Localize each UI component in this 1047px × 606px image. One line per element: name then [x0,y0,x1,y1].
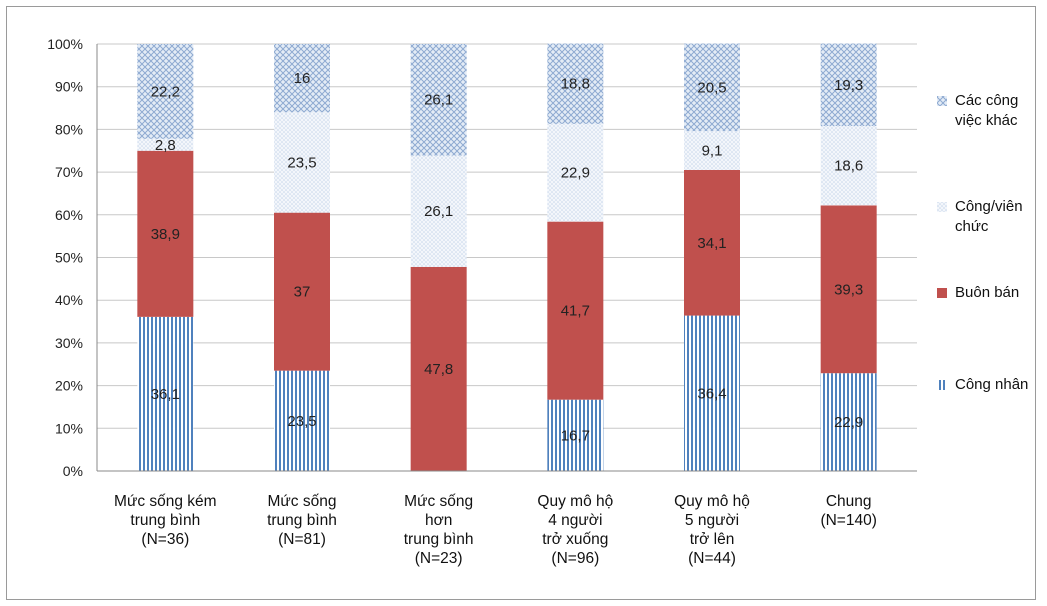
data-label: 22,9 [834,414,863,431]
legend-label: chức [955,218,989,235]
data-label: 16,7 [561,427,590,444]
x-category-label: trung bình [267,512,337,529]
y-tick-label: 40% [55,292,83,308]
bar-segment [547,43,604,124]
x-category-label: (N=81) [278,531,326,548]
legend: Các công việc khác Công/viên chức Buôn bán Cô… [937,92,1028,393]
data-label: 19,3 [834,77,863,94]
data-label: 37 [294,284,311,301]
data-label: 34,1 [697,235,726,252]
data-label: 23,5 [287,413,316,430]
y-tick-label: 0% [63,463,83,479]
data-label: 41,7 [561,303,590,320]
legend-label: Công/viên [955,198,1023,215]
bar-segment [547,399,604,471]
bar-segment [820,125,877,206]
legend-swatch [937,96,947,106]
y-tick-label: 70% [55,164,83,180]
x-category-label: trở lên [690,531,735,548]
legend-swatch [937,288,947,298]
x-category-label: trung bình [130,512,200,529]
legend-label: Buôn bán [955,284,1019,301]
y-tick-label: 20% [55,378,83,394]
x-category-label: Mức sống [404,493,473,510]
bar-segment [684,43,740,132]
legend-swatch [937,202,947,212]
legend-label: việc khác [955,112,1018,129]
bar-segment [137,138,194,151]
legend-label: Công nhân [955,376,1028,393]
data-label: 26,1 [424,92,453,109]
x-category-label: Chung [826,493,872,510]
data-label: 18,6 [834,158,863,175]
x-axis: Mức sống kém trung bình (N=36) Mức sống trun… [97,470,917,567]
bar-segment [820,205,877,374]
data-label: 9,1 [702,143,723,160]
bar-segment [547,221,604,400]
data-label: 23,5 [287,154,316,171]
x-category-label: (N=96) [551,550,599,567]
x-category-label: hơn [425,512,452,529]
bar-segment [274,44,330,113]
data-label: 22,2 [151,83,180,100]
x-category-label: Mức sống kém [114,493,217,510]
x-category-label: (N=23) [415,550,463,567]
bar-segment [820,43,877,126]
y-tick-label: 50% [55,250,83,266]
data-label: 26,1 [424,203,453,220]
chart-frame: 0% 10% 20% 30% 40% 50% 60% 70% 80% 90% 100% 36,1 38… [6,6,1036,600]
y-tick-label: 100% [47,36,83,52]
y-tick-label: 90% [55,79,83,95]
x-category-label: Quy mô hộ [537,493,613,510]
y-tick-label: 60% [55,207,83,223]
data-label: 38,9 [151,226,180,243]
data-label: 16 [294,70,311,87]
x-category-label: trở xuống [542,531,608,548]
bar-segment [137,316,194,471]
stacked-bar-chart: 0% 10% 20% 30% 40% 50% 60% 70% 80% 90% 100% 36,1 38… [47,36,1028,567]
x-category-label: trung bình [404,531,474,548]
data-label: 39,3 [834,281,863,298]
gridlines [97,43,917,429]
data-label: 20,5 [697,79,726,96]
data-label: 18,8 [561,76,590,93]
x-category-label: 5 người [685,512,739,529]
y-tick-label: 30% [55,335,83,351]
x-category-label: Mức sống [268,493,337,510]
data-label: 36,4 [697,385,726,402]
legend-label: Các công [955,92,1018,109]
y-tick-label: 10% [55,420,83,436]
data-label: 36,1 [151,386,180,403]
bar-segment [410,44,467,156]
bar-segment [137,150,194,317]
bars: 36,138,92,822,223,53723,516047,826,126,1… [137,43,877,473]
data-label: 2,8 [155,137,176,154]
x-category-label: 4 người [548,512,602,529]
y-tick-label: 80% [55,121,83,137]
bar-segment [684,131,740,170]
x-category-label: Quy mô hộ [674,493,750,510]
data-label: 47,8 [424,361,453,378]
x-category-label: (N=36) [141,531,189,548]
x-category-label: (N=44) [688,550,736,567]
bar-segment [274,212,330,371]
x-category-label: (N=140) [820,512,876,529]
bar-segment [547,123,604,222]
bar-segment [410,266,467,471]
data-label: 22,9 [561,165,590,182]
bar-segment [410,155,467,267]
y-axis: 0% 10% 20% 30% 40% 50% 60% 70% 80% 90% 100% [47,36,98,479]
legend-swatch [937,380,947,390]
bar-segment [684,315,740,471]
bar-segment [820,373,877,471]
bar-segment [274,112,330,213]
bar-segment [274,370,330,471]
bar-segment [137,44,194,139]
bar-segment [684,169,740,316]
